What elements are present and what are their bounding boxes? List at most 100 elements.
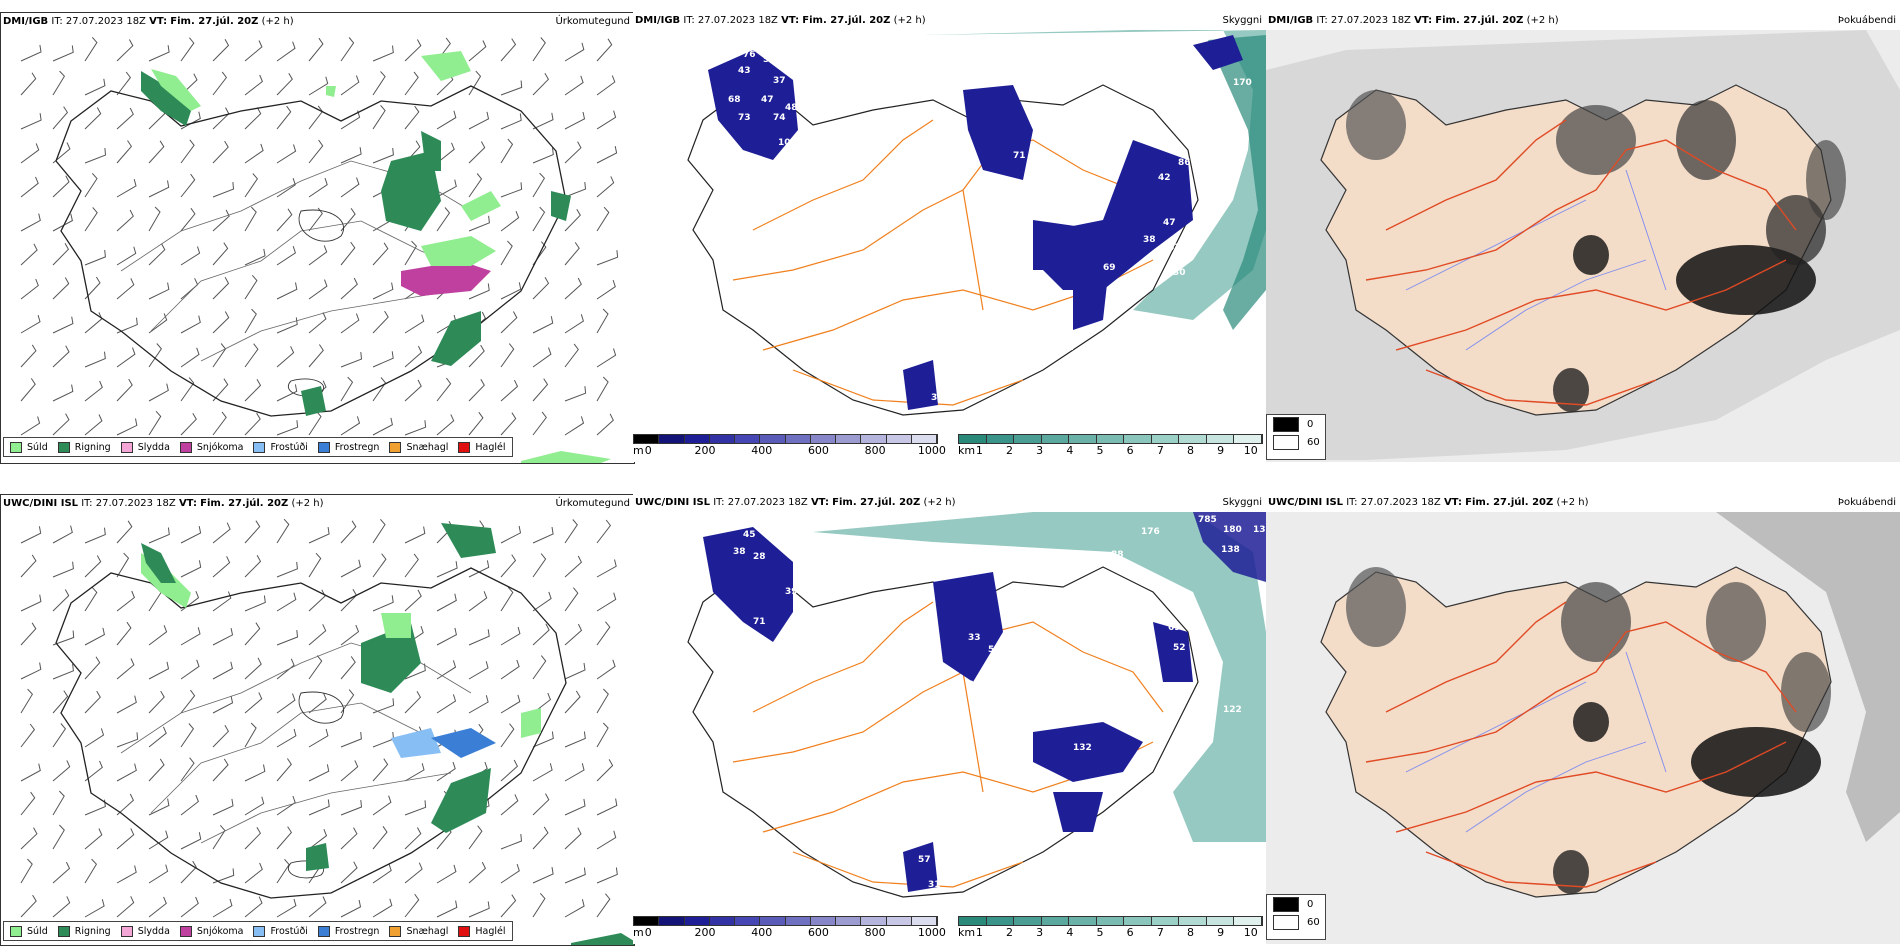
- wind-barb: [308, 76, 329, 96]
- wind-barb: [468, 283, 490, 300]
- wind-barb: [596, 413, 614, 436]
- legend-swatch: [317, 925, 330, 937]
- wind-barb: [52, 142, 71, 164]
- visibility-number: 74: [773, 113, 786, 123]
- wind-barb: [84, 78, 106, 96]
- wind-barb: [372, 553, 387, 578]
- wind-barb: [532, 655, 547, 680]
- wind-barb: [212, 71, 228, 96]
- colorbar-unit: m: [633, 444, 644, 457]
- wind-barb: [244, 74, 264, 96]
- rivers: [1405, 169, 1667, 351]
- wind-barb: [84, 351, 106, 368]
- wind-barb: [276, 795, 296, 816]
- wind-barb: [276, 592, 297, 612]
- colorbar-step: [684, 917, 710, 925]
- wind-barb: [116, 695, 137, 714]
- visibility-numbers: 785 180 137 176 138 45 38 28 39 71 88 69 52 79 68 27 51 3…: [733, 515, 1266, 890]
- wind-barb: [52, 70, 66, 96]
- colorbar-step: [785, 917, 811, 925]
- panel-header: DMI/IGB IT: 27.07.2023 18Z VT: Fim. 27.j…: [635, 15, 926, 26]
- wind-barb: [372, 377, 387, 402]
- wind-barb: [20, 113, 42, 130]
- visibility-number: 43: [1168, 243, 1181, 253]
- visibility-number: 180: [1063, 33, 1082, 43]
- wind-barb: [244, 412, 261, 436]
- wind-barb: [372, 45, 394, 62]
- precip-panel-top: DMI/IGB IT: 27.07.2023 18Z VT: Fim. 27.j…: [0, 12, 635, 464]
- colorbar-step: [959, 917, 987, 925]
- visibility-number: 132: [1073, 743, 1092, 753]
- wind-barb: [180, 526, 202, 544]
- legend-swatch: [317, 441, 330, 453]
- wind-barb: [116, 71, 132, 96]
- wind-barb: [532, 411, 547, 436]
- legend-label: Rigning: [74, 441, 111, 453]
- wind-barb: [84, 555, 102, 578]
- colorbar-tick: 4: [1066, 444, 1074, 457]
- wind-barb: [244, 555, 262, 578]
- visibility-number: 31: [928, 880, 941, 890]
- wind-barb: [52, 175, 70, 198]
- wind-barb: [596, 659, 616, 680]
- wind-barb: [372, 731, 395, 748]
- legend-label: Slydda: [137, 441, 170, 453]
- wind-barb: [116, 732, 139, 748]
- wind-barb: [52, 106, 69, 130]
- wind-barb: [532, 147, 554, 164]
- wind-barb: [372, 242, 389, 266]
- wind-barb: [276, 282, 298, 300]
- colorbar-step: [1069, 435, 1097, 443]
- wind-barb: [372, 310, 389, 334]
- wind-barb: [52, 243, 70, 266]
- wind-barb: [212, 182, 235, 198]
- wind-barb: [180, 347, 200, 368]
- wind-barb: [468, 560, 490, 578]
- colorbar-step: [911, 435, 937, 443]
- wind-barb: [532, 277, 550, 300]
- wind-barb: [52, 589, 70, 612]
- visibility-number: 76: [743, 50, 756, 60]
- wind-barb: [52, 277, 70, 300]
- panel-header: UWC/DINI ISL IT: 27.07.2023 18Z VT: Fim.…: [1268, 497, 1589, 508]
- wind-barb: [276, 758, 292, 782]
- wind-barb: [564, 111, 586, 130]
- wind-barb: [308, 655, 323, 680]
- visibility-number: 51: [988, 645, 1001, 655]
- wind-barb: [52, 345, 70, 368]
- visibility-number: 138: [1221, 545, 1240, 555]
- wind-barb: [468, 378, 485, 402]
- wind-barb: [116, 347, 136, 368]
- wind-barb: [308, 799, 330, 816]
- wind-barb: [564, 519, 578, 544]
- wind-barb: [500, 554, 517, 578]
- wind-barb: [212, 758, 229, 782]
- wind-barb: [500, 282, 522, 300]
- wind-barb: [52, 790, 65, 816]
- wind-barb: [180, 37, 195, 62]
- cloudbase-map: 785 180 137 176 138 45 38 28 39 71 88 69 52 79 68 27 51 3…: [687, 512, 1266, 898]
- wind-barb: [308, 105, 324, 130]
- visibility-number: 68: [1128, 590, 1141, 600]
- wind-barb: [404, 71, 419, 96]
- wind-barb: [180, 139, 195, 164]
- wind-barb: [212, 411, 227, 436]
- wind-barb: [116, 865, 137, 884]
- wind-barb: [116, 658, 135, 680]
- wind-barb: [20, 72, 37, 96]
- wind-barb: [372, 104, 386, 130]
- colorbar-step: [959, 435, 987, 443]
- wind-barb: [148, 180, 170, 198]
- wind-barb: [52, 525, 73, 544]
- wind-barb: [212, 868, 235, 884]
- wind-barb: [340, 861, 358, 884]
- wind-barb: [180, 689, 196, 714]
- legend-item: Snjókoma: [179, 925, 243, 937]
- wind-barb: [244, 274, 258, 300]
- colorbar-tick: 2: [1006, 926, 1013, 939]
- wind-barb: [116, 590, 136, 612]
- wind-barb: [372, 898, 393, 918]
- iceland-coastline: [55, 85, 567, 417]
- colorbar-tick: 10: [1243, 444, 1258, 457]
- wind-barb: [372, 698, 395, 714]
